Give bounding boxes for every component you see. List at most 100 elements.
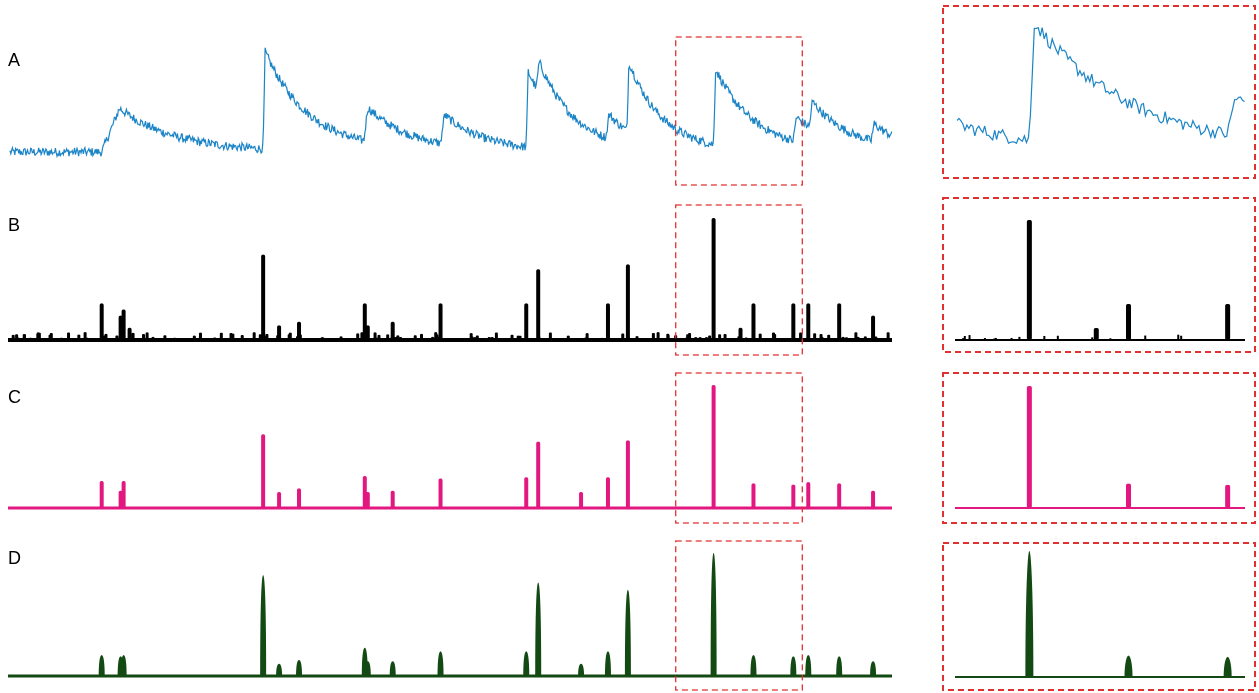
spike-mark	[806, 303, 811, 340]
zoom-spike-mark	[1093, 328, 1099, 340]
noise-bar	[83, 332, 87, 340]
spike-mark	[751, 483, 756, 508]
noise-bar	[723, 333, 727, 340]
spike-mark	[625, 440, 630, 508]
noise-bar	[419, 333, 423, 340]
spike-mark	[604, 651, 611, 676]
spike-mark	[536, 441, 541, 508]
noise-bar	[758, 333, 762, 340]
spike-mark	[535, 582, 542, 676]
noise-bar	[708, 335, 712, 340]
zoom-spike-mark	[1025, 551, 1034, 677]
spike-mark	[99, 480, 104, 508]
noise-bar	[819, 333, 823, 340]
zoom-spike-mark	[1026, 220, 1032, 340]
zoom-spike-mark	[1126, 304, 1132, 340]
spike-mark	[524, 477, 529, 508]
zoom-trace-line-a	[956, 26, 1245, 145]
noise-bar	[431, 336, 435, 340]
zoom-spike-mark	[1225, 484, 1231, 508]
noise-bar	[192, 335, 196, 340]
spike-mark	[438, 303, 443, 340]
zoom-spike-mark	[1124, 655, 1133, 677]
noise-bar	[15, 334, 19, 340]
spike-mark	[711, 218, 716, 340]
spike-mark	[791, 484, 796, 508]
spike-mark	[751, 303, 756, 340]
panel-label-d: D	[8, 548, 21, 568]
zoom-noise-bar	[1018, 336, 1021, 340]
zoom-window-box-d	[675, 540, 803, 691]
spike-mark	[389, 661, 396, 676]
noise-bar	[240, 335, 244, 340]
noise-bar	[656, 332, 660, 340]
spike-mark	[365, 492, 370, 508]
noise-bar	[718, 334, 722, 340]
spike-mark	[605, 477, 610, 508]
spike-mark	[870, 661, 877, 676]
zoom-noise-bar	[962, 338, 965, 340]
zoom-spike-mark	[1126, 483, 1132, 508]
zoom-noise-bar	[1056, 335, 1059, 340]
zoom-noise-bar	[983, 338, 986, 340]
noise-bar	[621, 333, 625, 340]
noise-bar	[434, 332, 438, 340]
zoom-panel-box-c	[942, 372, 1256, 524]
spike-mark	[261, 434, 266, 508]
noise-bar	[651, 333, 655, 340]
spike-mark	[277, 492, 282, 508]
spike-mark	[121, 480, 126, 508]
spike-mark	[605, 303, 610, 340]
spike-mark	[837, 483, 842, 508]
zoom-spike-mark	[1225, 304, 1231, 340]
spike-mark	[625, 264, 630, 340]
zoom-noise-bar	[1177, 334, 1180, 340]
spike-mark	[390, 490, 395, 508]
zoom-noise-bar	[1010, 337, 1013, 340]
noise-bar	[666, 333, 670, 340]
spike-mark	[790, 656, 797, 676]
spike-mark	[99, 303, 104, 340]
noise-bar	[356, 333, 360, 340]
spike-mark	[438, 478, 443, 508]
noise-bar	[585, 333, 589, 340]
zoom-window-box-c	[675, 372, 803, 524]
noise-bar	[265, 333, 269, 340]
zoom-panel-box-b	[942, 197, 1256, 353]
spike-mark	[805, 655, 812, 676]
spike-mark	[437, 651, 444, 676]
spike-mark	[806, 482, 811, 508]
spike-mark	[624, 589, 631, 676]
noise-bar	[863, 336, 867, 340]
noise-bar	[799, 332, 803, 340]
spike-mark	[750, 655, 757, 676]
noise-bar	[842, 337, 846, 340]
spike-mark	[276, 663, 283, 676]
spike-mark	[523, 651, 530, 676]
zoom-noise-bar	[1043, 335, 1046, 340]
zoom-spike-mark	[1026, 386, 1032, 508]
noise-bar	[688, 333, 692, 340]
panel-label-c: C	[8, 387, 21, 407]
noise-bar	[219, 332, 223, 340]
noise-bar	[77, 334, 81, 340]
noise-bar	[22, 334, 26, 340]
noise-bar	[516, 335, 520, 340]
noise-bar	[145, 332, 149, 340]
zoom-noise-bar	[1144, 335, 1147, 340]
spike-mark	[364, 661, 371, 676]
noise-bar	[11, 334, 15, 340]
zoom-panel-box-d	[942, 542, 1256, 691]
spike-mark	[297, 321, 302, 340]
spike-mark	[710, 553, 717, 676]
spike-mark	[121, 309, 126, 340]
noise-bar	[813, 333, 817, 340]
noise-bar	[142, 333, 146, 340]
noise-bar	[704, 337, 708, 340]
zoom-panel-box-a	[942, 5, 1256, 179]
noise-bar	[566, 335, 570, 340]
spike-mark	[390, 321, 395, 340]
noise-bar	[494, 332, 498, 340]
noise-bar	[886, 332, 890, 340]
